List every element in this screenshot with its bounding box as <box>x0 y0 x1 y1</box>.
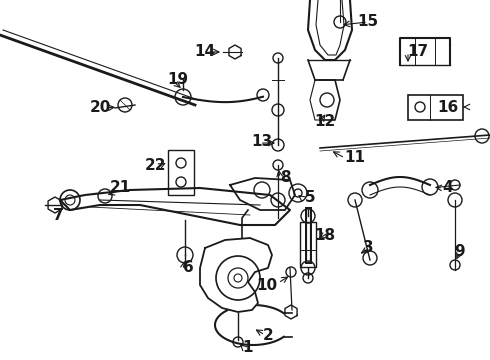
Bar <box>168 150 194 195</box>
Text: 20: 20 <box>89 100 111 116</box>
Bar <box>300 222 316 267</box>
Text: 9: 9 <box>455 244 466 260</box>
Text: 7: 7 <box>53 207 63 222</box>
Text: 5: 5 <box>305 190 315 206</box>
Text: 1: 1 <box>243 341 253 356</box>
Text: 14: 14 <box>195 45 216 59</box>
Text: 12: 12 <box>315 114 336 130</box>
Text: 10: 10 <box>256 278 277 292</box>
Text: 22: 22 <box>144 158 166 172</box>
Text: 2: 2 <box>263 328 273 342</box>
Polygon shape <box>60 188 290 225</box>
Text: 19: 19 <box>168 72 189 87</box>
Bar <box>408 95 463 120</box>
Text: 8: 8 <box>280 171 290 185</box>
Text: 11: 11 <box>344 150 366 166</box>
Text: 18: 18 <box>315 228 336 243</box>
Polygon shape <box>200 238 272 312</box>
Text: 3: 3 <box>363 240 373 256</box>
Polygon shape <box>230 178 295 210</box>
Text: 21: 21 <box>109 180 131 195</box>
Text: 17: 17 <box>408 45 429 59</box>
Text: 6: 6 <box>183 261 194 275</box>
Text: 13: 13 <box>251 135 272 149</box>
Text: 16: 16 <box>438 100 459 116</box>
Text: 4: 4 <box>442 180 453 195</box>
Text: 15: 15 <box>357 14 379 30</box>
